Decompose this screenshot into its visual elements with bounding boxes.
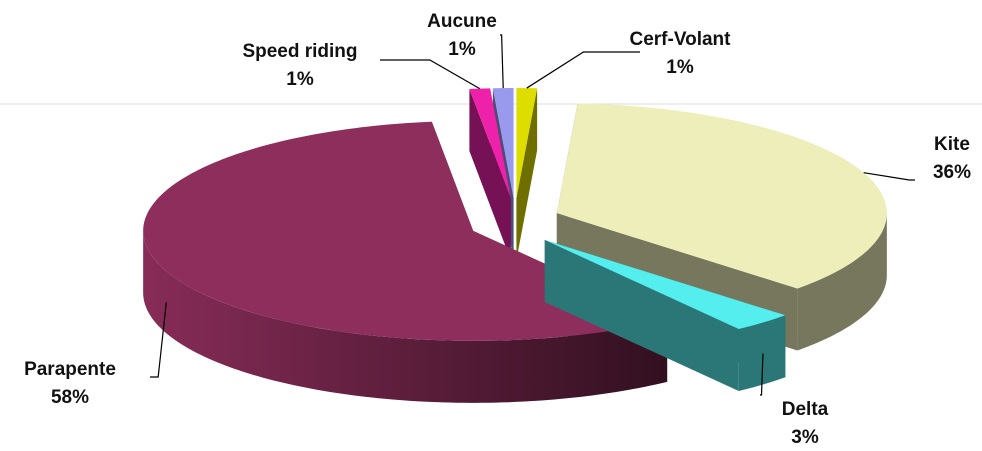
category-label: Delta bbox=[782, 399, 829, 420]
slice bbox=[516, 88, 538, 261]
slice-side bbox=[544, 240, 739, 391]
value-label: 58% bbox=[51, 387, 89, 408]
value-label: 36% bbox=[933, 162, 971, 183]
leader-line bbox=[526, 51, 640, 89]
value-label: 1% bbox=[448, 39, 476, 60]
leader-line bbox=[760, 353, 764, 396]
value-label: 3% bbox=[791, 427, 819, 448]
slice-top bbox=[516, 88, 538, 199]
slice-wall bbox=[797, 213, 887, 351]
leader-line bbox=[863, 172, 915, 181]
slice bbox=[544, 240, 786, 391]
slice-top bbox=[492, 88, 514, 199]
category-label: Kite bbox=[934, 134, 970, 155]
slice-side bbox=[516, 88, 538, 261]
value-label: 1% bbox=[666, 57, 694, 78]
leader-line bbox=[500, 34, 504, 89]
slice-top bbox=[143, 121, 668, 341]
slice bbox=[469, 88, 511, 261]
leader-line bbox=[150, 302, 167, 378]
slice-wall bbox=[143, 230, 668, 403]
value-label: 1% bbox=[286, 69, 314, 90]
category-label: Speed riding bbox=[242, 41, 357, 62]
slice-top bbox=[544, 240, 786, 329]
slice-side bbox=[469, 88, 511, 261]
category-label: Parapente bbox=[24, 359, 116, 380]
category-label: Aucune bbox=[427, 11, 497, 32]
slice-top bbox=[469, 88, 511, 199]
slice-top bbox=[556, 103, 887, 289]
slice-wall bbox=[738, 315, 786, 391]
leader-line bbox=[380, 59, 481, 90]
category-label: Cerf-Volant bbox=[630, 29, 732, 50]
